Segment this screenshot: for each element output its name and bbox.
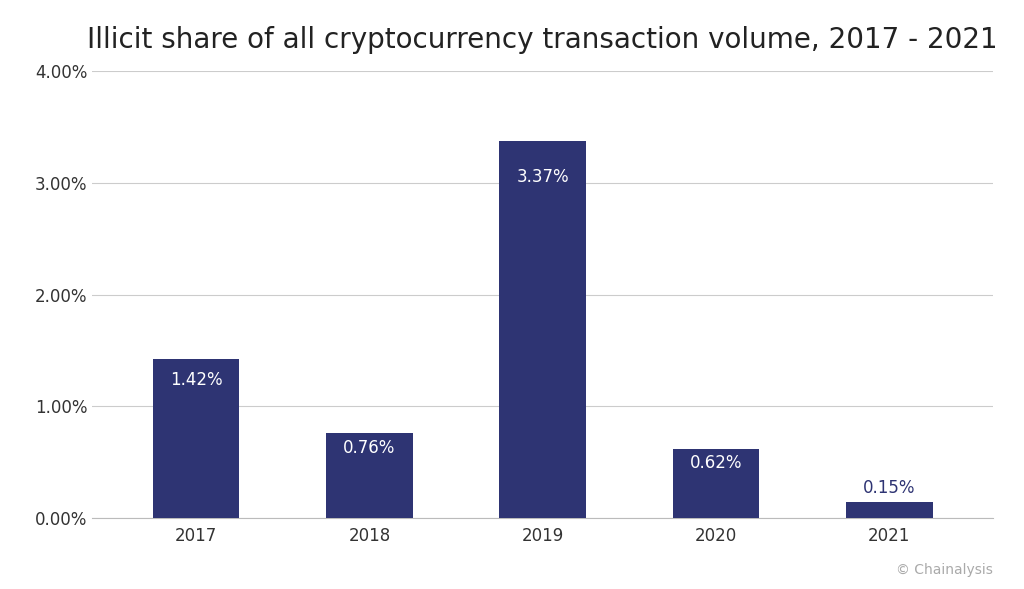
Text: 0.76%: 0.76% [343,439,395,457]
Bar [153,359,240,518]
Bar [326,434,413,518]
Title: Illicit share of all cryptocurrency transaction volume, 2017 - 2021: Illicit share of all cryptocurrency tran… [87,27,998,54]
Text: 1.42%: 1.42% [170,370,222,389]
Text: 3.37%: 3.37% [516,168,569,186]
Text: 0.62%: 0.62% [690,454,742,472]
Bar [673,449,760,518]
Text: 0.15%: 0.15% [863,479,915,497]
Bar [846,502,933,518]
Text: © Chainalysis: © Chainalysis [896,563,993,577]
Bar [500,141,586,518]
